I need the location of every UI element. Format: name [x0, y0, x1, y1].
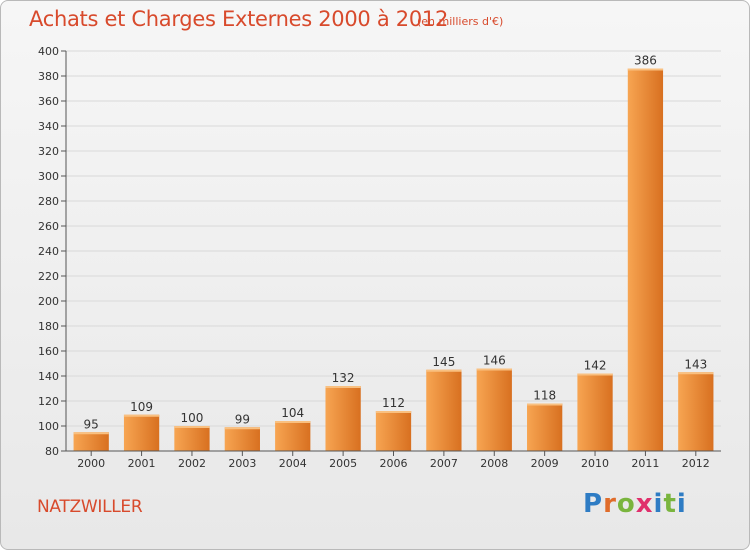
bar [224, 427, 260, 451]
logo-letter: t [663, 489, 677, 519]
y-tick-label: 260 [38, 220, 59, 233]
y-tick-label: 80 [45, 445, 59, 458]
bar-value-label: 132 [332, 371, 355, 385]
y-tick-label: 300 [38, 170, 59, 183]
y-tick-label: 220 [38, 270, 59, 283]
y-tick-label: 400 [38, 45, 59, 58]
x-tick-label: 2008 [480, 457, 508, 470]
x-tick-label: 2006 [380, 457, 408, 470]
bars-layer: 95 109 100 99 104 132 112 145 146 118 142 386 143 [73, 54, 714, 451]
commune-name: NATZWILLER [37, 497, 143, 517]
bar-cap [476, 368, 512, 371]
bar-cap [426, 369, 462, 372]
bar [123, 414, 160, 451]
bar [275, 421, 311, 451]
y-tick-label: 360 [38, 95, 59, 108]
y-tick-label: 120 [38, 395, 59, 408]
x-tick-label: 2003 [228, 457, 256, 470]
x-tick-label: 2002 [178, 457, 206, 470]
y-tick-label: 280 [38, 195, 59, 208]
bar-value-label: 109 [130, 400, 153, 414]
bar-cap [174, 426, 210, 428]
grid-layer [66, 50, 721, 452]
logo-letter: i [653, 489, 664, 519]
bar-cap [527, 403, 563, 406]
bar [375, 411, 412, 451]
logo-letter: P [583, 489, 604, 519]
x-tick-label: 2005 [329, 457, 357, 470]
bar-value-label: 146 [483, 354, 506, 368]
logo-letter: x [635, 489, 654, 519]
bar [426, 369, 462, 451]
x-tick-label: 2007 [430, 457, 458, 470]
bar-value-label: 104 [281, 406, 304, 420]
x-tick-label: 2004 [279, 457, 307, 470]
bar [527, 403, 563, 451]
bar-value-label: 143 [684, 357, 707, 371]
y-tick-label: 180 [38, 320, 59, 333]
bar [627, 68, 664, 451]
y-tick-label: 200 [38, 295, 59, 308]
bar [325, 386, 361, 451]
bar-cap [123, 414, 160, 417]
bar-cap [224, 427, 260, 430]
y-tick-label: 100 [38, 420, 59, 433]
chart-subtitle: (en milliers d'€) [417, 15, 504, 28]
y-tick-label: 140 [38, 370, 59, 383]
y-tick-label: 380 [38, 70, 59, 83]
bar-cap [678, 372, 714, 375]
y-tick-label: 340 [38, 120, 59, 133]
bar [476, 368, 512, 451]
bar-value-label: 99 [235, 412, 250, 426]
bar-cap [577, 373, 613, 376]
bar [577, 373, 613, 451]
axis-layer: 80 100 120 140 160 180 200 220 240 260 280 300 320 34… [38, 45, 721, 470]
bar-value-label: 142 [584, 359, 607, 373]
x-tick-label: 2001 [128, 457, 156, 470]
bar-cap [325, 386, 361, 388]
bar-value-label: 100 [181, 411, 204, 425]
chart-title: Achats et Charges Externes 2000 à 2012 [29, 7, 449, 31]
y-tick-label: 240 [38, 245, 59, 258]
x-tick-label: 2011 [631, 457, 659, 470]
bar-value-label: 118 [533, 389, 556, 403]
bar-value-label: 145 [432, 355, 455, 369]
x-tick-label: 2000 [77, 457, 105, 470]
logo-letter: o [616, 489, 636, 519]
bar [678, 372, 714, 451]
bar-cap [275, 421, 311, 423]
y-tick-label: 320 [38, 145, 59, 158]
bar-cap [375, 411, 412, 413]
bar-value-label: 386 [634, 54, 657, 68]
bar-cap [627, 68, 664, 71]
bar-cap [73, 432, 109, 435]
x-tick-label: 2009 [531, 457, 559, 470]
x-tick-label: 2012 [682, 457, 710, 470]
logo-letter: r [603, 489, 617, 519]
bar-value-label: 95 [84, 417, 99, 431]
bar [174, 426, 210, 451]
x-tick-label: 2010 [581, 457, 609, 470]
y-tick-label: 160 [38, 345, 59, 358]
logo-letter: i [676, 489, 687, 519]
bar [73, 432, 109, 451]
proxiti-logo: Proxiti [583, 489, 687, 519]
bar-value-label: 112 [382, 396, 405, 410]
